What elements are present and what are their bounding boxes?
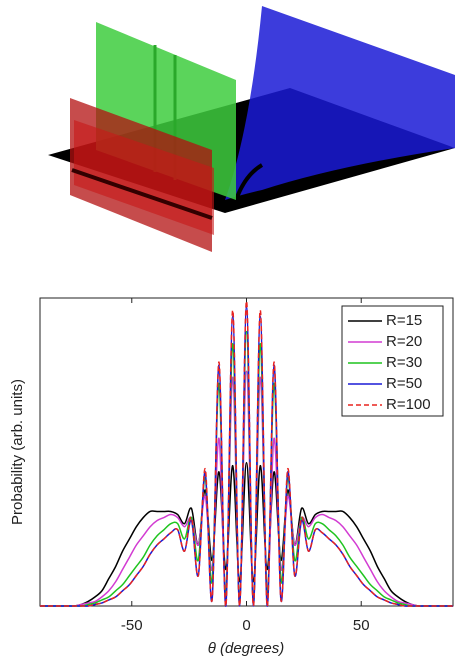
y-axis-label: Probability (arb. units) xyxy=(9,379,26,525)
legend-label: R=100 xyxy=(386,396,431,413)
x-axis-label: θ (degrees) xyxy=(208,640,285,657)
series-line xyxy=(40,461,453,607)
series-line xyxy=(40,330,453,607)
x-tick-label: 50 xyxy=(353,617,370,634)
curve-edge xyxy=(234,163,264,201)
blue-sheet xyxy=(225,6,455,200)
x-tick-label: -50 xyxy=(121,617,143,634)
legend-label: R=30 xyxy=(386,354,422,371)
red-edge xyxy=(71,168,213,220)
render-3d xyxy=(48,6,455,252)
legend xyxy=(341,305,444,417)
series-line xyxy=(40,370,453,607)
legend-label: R=15 xyxy=(386,312,422,329)
x-tick-label: 0 xyxy=(242,617,250,634)
legend-label: R=20 xyxy=(386,333,422,350)
legend-label: R=50 xyxy=(386,375,422,392)
